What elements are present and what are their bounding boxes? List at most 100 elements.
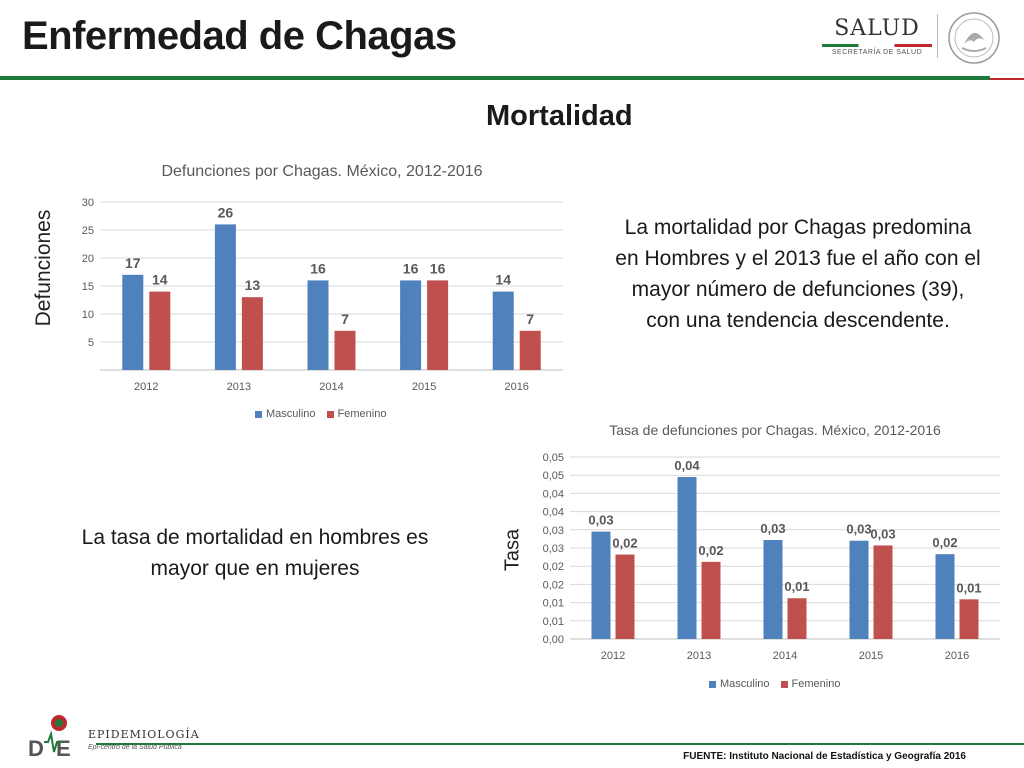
- chart1-data-label: 16: [430, 260, 446, 276]
- chart2-data-label: 0,02: [932, 535, 957, 550]
- chart2-xtick-label: 2012: [601, 650, 625, 662]
- chart1-data-label: 14: [495, 272, 511, 288]
- footer-org-name: EPIDEMIOLOGÍA: [88, 728, 200, 741]
- chart2-xtick-label: 2016: [945, 650, 969, 662]
- chart1-bar-masculino-2013: [214, 224, 236, 370]
- chart2-legend: Masculino Femenino: [709, 678, 846, 690]
- chart2-bar-masculino-2015: [849, 540, 869, 639]
- chart1-bar-femenino-2016: [519, 330, 541, 370]
- chart2-data-label: 0,02: [698, 543, 723, 558]
- chart1-data-label: 7: [526, 311, 534, 327]
- page-title: Enfermedad de Chagas: [22, 14, 457, 58]
- salud-logo-text: SALUD: [834, 16, 920, 41]
- chart1-bar-masculino-2012: [122, 274, 144, 370]
- legend-swatch-femenino: [780, 680, 788, 688]
- chart2-data-label: 0,03: [760, 521, 785, 536]
- chart2-data-label: 0,02: [612, 536, 637, 551]
- chart2-xtick-label: 2014: [773, 650, 797, 662]
- chart1-ytick-label: 20: [82, 253, 94, 265]
- legend-swatch-masculino: [255, 410, 262, 418]
- chart1-legend-masculino: Masculino: [255, 408, 316, 420]
- svg-text:E: E: [56, 736, 71, 761]
- chart1-data-label: 16: [310, 260, 326, 276]
- chart2-ylabel: Tasa: [501, 528, 524, 572]
- source-note: FUENTE: Instituto Nacional de Estadístic…: [683, 751, 966, 762]
- header-rule-green: [0, 76, 990, 80]
- chart2-data-label: 0,03: [588, 513, 613, 528]
- chart2-bar-femenino-2016: [959, 599, 979, 639]
- chart2-bar-femenino-2013: [701, 561, 721, 639]
- chart1-bar-femenino-2015: [427, 280, 449, 370]
- chart2-ytick-label: 0,03: [543, 525, 564, 537]
- chart1-bar-femenino-2014: [334, 330, 356, 370]
- footer-rule: [96, 743, 1024, 745]
- chart2-data-label: 0,03: [870, 526, 895, 541]
- chart2-ytick-label: 0,01: [543, 616, 564, 628]
- chart2-legend-femenino: Femenino: [780, 678, 840, 690]
- chart1-bar-masculino-2016: [492, 291, 514, 370]
- chart1-bar-femenino-2013: [241, 297, 263, 370]
- chart1-data-label: 16: [403, 260, 419, 276]
- section-title: Mortalidad: [486, 100, 633, 132]
- chart2-title: Tasa de defunciones por Chagas. México, …: [609, 422, 941, 438]
- svg-text:D: D: [28, 736, 44, 761]
- chart2-ytick-label: 0,03: [543, 543, 564, 555]
- chart2-xtick-label: 2015: [859, 650, 883, 662]
- chart1-data-label: 17: [125, 255, 141, 271]
- national-seal-icon: [948, 12, 1000, 64]
- chart2-ytick-label: 0,05: [543, 452, 564, 464]
- chart2-xtick-label: 2013: [687, 650, 711, 662]
- chart1-data-label: 14: [152, 272, 168, 288]
- chart1-xtick-label: 2012: [134, 381, 158, 393]
- chart1-xtick-label: 2015: [412, 381, 436, 393]
- chart1-bar-femenino-2012: [149, 291, 171, 370]
- chart1-legend: Masculino Femenino: [255, 408, 392, 420]
- chart1-data-label: 26: [218, 204, 234, 220]
- chart2-ytick-label: 0,04: [543, 488, 564, 500]
- chart2-bar-masculino-2012: [591, 531, 611, 639]
- chart2-data-label: 0,04: [674, 458, 700, 473]
- chart2-bar-femenino-2012: [615, 554, 635, 639]
- salud-logo-stripe: [822, 44, 932, 47]
- logo-separator: [937, 14, 938, 58]
- chart2-bar-masculino-2016: [935, 554, 955, 639]
- chart1-ytick-label: 5: [88, 337, 94, 349]
- rate-summary-text: La tasa de mortalidad en hombres es mayo…: [81, 526, 429, 580]
- salud-logo: SALUD SECRETARÍA DE SALUD: [818, 16, 936, 56]
- chart1-ytick-label: 10: [82, 309, 94, 321]
- chart1-legend-label-femenino: Femenino: [337, 408, 387, 420]
- chart2-bar-masculino-2014: [763, 539, 783, 639]
- chart2-legend-masculino: Masculino: [709, 678, 770, 690]
- chart1-data-label: 7: [341, 311, 349, 327]
- chart2-ytick-label: 0,05: [543, 470, 564, 482]
- chart1-data-label: 13: [245, 277, 261, 293]
- chart1-ytick-label: 15: [82, 281, 94, 293]
- chart1-ylabel: Defunciones: [32, 209, 55, 327]
- chart1-xtick-label: 2016: [504, 381, 528, 393]
- chart2-data-label: 0,01: [956, 580, 981, 595]
- chart1-bar-masculino-2015: [400, 280, 422, 370]
- chart2-bar-masculino-2013: [677, 477, 697, 639]
- chart1-xtick-label: 2014: [319, 381, 343, 393]
- chart2-ytick-label: 0,04: [543, 507, 564, 519]
- chart2-bar-femenino-2015: [873, 545, 893, 639]
- dge-logo-icon: D E: [28, 715, 71, 761]
- chart1-xtick-label: 2013: [227, 381, 251, 393]
- legend-swatch-masculino: [709, 680, 716, 688]
- header-rule-red: [990, 78, 1024, 80]
- legend-swatch-femenino: [326, 410, 334, 418]
- chart2-ytick-label: 0,02: [543, 579, 564, 591]
- salud-logo-subtext: SECRETARÍA DE SALUD: [831, 49, 923, 56]
- chart2-bar-femenino-2014: [787, 598, 807, 639]
- chart2-data-label: 0,03: [846, 522, 871, 537]
- chart1-ytick-label: 30: [82, 197, 94, 209]
- chart2-ytick-label: 0,00: [543, 634, 564, 646]
- chart2-ytick-label: 0,01: [543, 598, 564, 610]
- chart2-ytick-label: 0,02: [543, 561, 564, 573]
- chart1-bar-masculino-2014: [307, 280, 329, 370]
- mortality-summary-text: La mortalidad por Chagas predomina en Ho…: [615, 216, 981, 332]
- chart1-legend-label-masculino: Masculino: [266, 408, 316, 420]
- chart1-ytick-label: 25: [82, 225, 94, 237]
- footer-org-sub: Epi-centro de la Salud Pública: [88, 744, 182, 751]
- chart1-title: Defunciones por Chagas. México, 2012-201…: [161, 163, 483, 180]
